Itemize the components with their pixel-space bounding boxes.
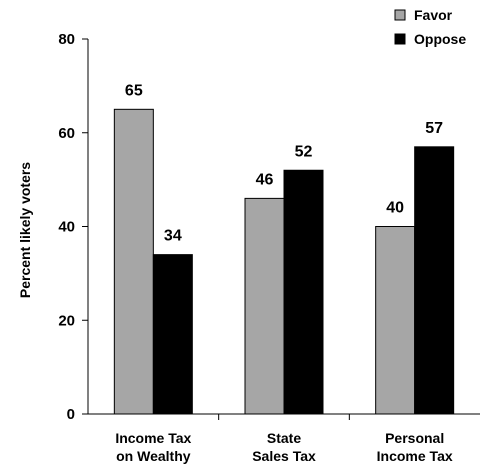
category-label: Personal [385,430,444,446]
data-label-oppose-0: 34 [164,228,182,245]
category-label: on Wealthy [116,448,191,464]
plot-area: 0 20 40 60 80 65 34 Income Tax on Wealthy 46 52 Sta… [58,31,480,464]
legend-label-favor: Favor [414,7,453,23]
y-tick-label: 40 [58,219,75,236]
bar-oppose-0 [152,254,193,415]
category-label: State [267,430,301,446]
bar-oppose-1 [283,169,324,415]
legend-swatch-favor [394,9,406,21]
bar-favor-0 [113,108,154,415]
y-tick-label: 0 [67,406,75,423]
data-label-oppose-2: 57 [425,120,443,137]
data-label-favor-2: 40 [386,200,404,217]
legend-swatch-oppose [394,33,406,45]
y-tick-label: 20 [58,312,75,329]
bar-oppose-2 [414,146,455,415]
y-axis-title: Percent likely voters [17,162,33,298]
legend-label-oppose: Oppose [414,31,466,47]
y-tick-label: 60 [58,125,75,142]
y-tick-label: 80 [58,31,75,48]
data-label-oppose-1: 52 [295,143,313,160]
bar-favor-2 [375,226,416,415]
category-label: Income Tax [377,448,453,464]
data-label-favor-0: 65 [125,82,143,99]
bar-favor-1 [244,197,285,415]
data-label-favor-1: 46 [256,171,274,188]
category-label: Sales Tax [252,448,316,464]
legend: Favor Oppose [394,7,466,47]
category-label: Income Tax [115,430,191,446]
